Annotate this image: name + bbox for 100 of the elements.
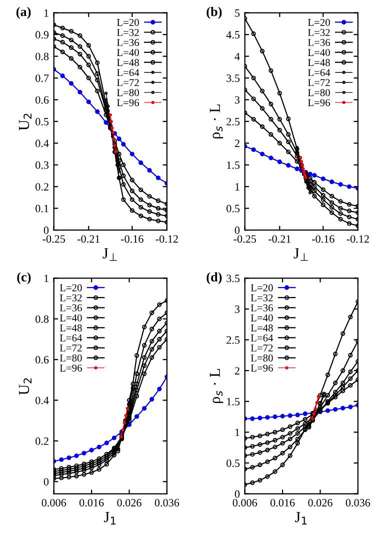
y-tick-label: 5 (235, 9, 240, 17)
y-tick-label: 0.1 (36, 204, 48, 212)
legend-label: L=64 (308, 69, 330, 76)
y-tick-label: 0.4 (36, 396, 49, 404)
legend-label: L=80 (116, 89, 139, 96)
legend-label: L=80 (60, 354, 82, 362)
legend-label: L=36 (60, 304, 82, 312)
y-tick-label: 0.5 (36, 118, 49, 126)
legend-label: L=48 (250, 324, 273, 332)
legend-label: L=80 (308, 89, 330, 96)
x-tick-label: -0.21 (268, 235, 291, 243)
y-tick-label: 2.5 (226, 118, 240, 126)
legend-label: L=72 (60, 344, 82, 352)
legend-label: L=72 (250, 344, 273, 352)
x-tick-label: -0.16 (312, 235, 334, 243)
y-tick-label: 0.6 (36, 96, 49, 104)
legend-label: L=96 (116, 99, 140, 106)
legend-label: L=20 (250, 284, 273, 292)
x-tick-label: -0.16 (120, 235, 144, 243)
legend-label: L=64 (250, 334, 274, 342)
legend-label: L=48 (60, 324, 82, 332)
legend-label: L=40 (250, 314, 273, 322)
legend-label: L=72 (308, 79, 330, 86)
legend-label: L=80 (250, 354, 273, 362)
x-tick-label: -0.25 (234, 235, 256, 243)
x-tick-label: 0.006 (232, 498, 258, 507)
legend-label: L=96 (60, 364, 82, 372)
legend-label: L=36 (116, 39, 140, 46)
y-tick-label: 3 (234, 306, 240, 313)
y-tick-label: 1.5 (227, 161, 240, 169)
y-tick-label: 4.5 (226, 31, 240, 39)
y-tick-label: 1 (235, 428, 240, 436)
x-tick-label: 0.016 (270, 498, 295, 507)
y-tick-label: 0 (44, 226, 49, 234)
y-tick-label: 3.5 (226, 74, 240, 82)
x-tick-label: -0.12 (346, 235, 369, 243)
legend-label: L=32 (308, 28, 330, 36)
y-tick-label: 3.5 (226, 274, 240, 282)
legend-label: L=20 (60, 284, 82, 292)
x-tick-label: -0.21 (77, 235, 100, 243)
legend-label: L=32 (60, 294, 82, 302)
x-axis-title: J$_{1}$ (104, 512, 116, 525)
y-tick-label: 0.3 (36, 161, 49, 169)
y-tick-label: 0.9 (36, 31, 49, 39)
x-tick-label: -0.25 (42, 235, 65, 243)
legend-label: L=36 (250, 304, 273, 312)
x-axis-title: J$_{⊥}$ (294, 248, 308, 261)
legend-label: L=36 (308, 39, 330, 46)
legend-label: L=20 (116, 18, 139, 26)
legend-label: L=72 (116, 79, 139, 86)
legend-label: L=32 (250, 294, 273, 302)
legend-label: L=32 (116, 28, 139, 36)
y-tick-label: 0.2 (36, 437, 48, 445)
x-tick-label: 0.026 (308, 498, 332, 507)
legend-label: L=64 (116, 69, 140, 76)
y-axis-title: ρ$_{s}$ · L (210, 104, 224, 138)
y-tick-label: 3 (234, 96, 240, 104)
x-tick-label: -0.12 (156, 235, 178, 243)
y-tick-label: 0.6 (36, 356, 49, 364)
chart-title: (c) (17, 272, 31, 284)
x-axis-title: J$_{⊥}$ (102, 248, 117, 261)
y-tick-label: 4 (234, 52, 240, 60)
legend-label: L=48 (308, 59, 330, 66)
y-tick-label: 1 (44, 9, 48, 17)
y-tick-label: 1.5 (227, 398, 240, 406)
y-tick-label: 0.8 (36, 315, 49, 323)
y-tick-label: 2 (234, 140, 240, 148)
y-axis-title: U$_{2}$ (18, 114, 32, 130)
y-tick-label: 1 (235, 183, 240, 190)
chart-title: (d) (206, 272, 222, 284)
legend-label: L=40 (60, 314, 82, 322)
y-tick-label: 0 (44, 478, 49, 486)
y-tick-label: 0.7 (36, 74, 49, 82)
y-tick-label: 0 (234, 490, 240, 498)
legend-label: L=64 (60, 334, 82, 342)
chart-title: (b) (206, 6, 222, 19)
x-tick-label: 0.036 (154, 498, 180, 507)
legend-label: L=96 (250, 364, 273, 372)
legend-label: L=96 (308, 99, 330, 106)
legend-label: L=48 (116, 59, 139, 66)
x-axis-title: J$_{1}$ (294, 512, 307, 525)
y-tick-label: 1 (44, 274, 48, 282)
chart-title: (a) (16, 6, 31, 19)
y-tick-label: 0.4 (36, 140, 49, 148)
y-tick-label: 0.8 (36, 52, 49, 60)
y-tick-label: 2.5 (226, 336, 240, 344)
y-tick-label: 0.5 (226, 459, 240, 468)
y-tick-label: 2 (234, 367, 240, 374)
y-tick-label: 0.2 (36, 183, 48, 191)
legend-label: L=40 (308, 49, 330, 56)
y-tick-label: 0 (234, 226, 240, 234)
y-tick-label: 0.5 (226, 204, 240, 212)
x-tick-label: 0.036 (346, 498, 370, 507)
x-tick-label: 0.026 (117, 498, 142, 507)
y-axis-title: U$_{2}$ (18, 378, 32, 395)
x-tick-label: 0.016 (79, 498, 104, 507)
legend-label: L=20 (308, 18, 330, 26)
x-tick-label: 0.006 (42, 498, 66, 507)
y-axis-title: ρ$_{s}$ · L (210, 369, 224, 403)
legend-label: L=40 (116, 49, 139, 56)
